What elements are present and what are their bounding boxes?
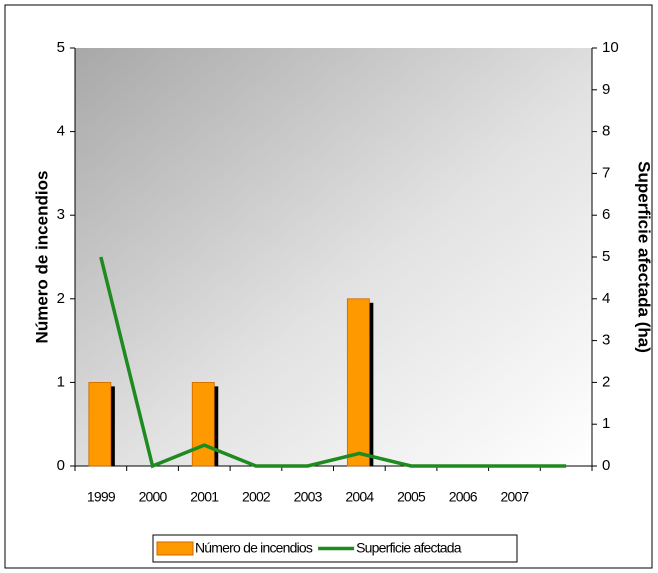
y-tick-label: 5 xyxy=(57,39,65,56)
y2-tick-label: 0 xyxy=(602,457,610,474)
y2-tick-label: 6 xyxy=(602,206,610,223)
y2-tick-label: 2 xyxy=(602,373,610,390)
x-tick-label: 2004 xyxy=(345,489,374,505)
bar xyxy=(88,381,112,467)
plot-area xyxy=(75,48,592,466)
y2-tick-label: 5 xyxy=(602,248,610,265)
y-axis-title: Número de incendios xyxy=(32,171,51,344)
x-tick-label: 1999 xyxy=(87,489,116,505)
bar xyxy=(191,381,215,467)
x-tick-label: 2003 xyxy=(294,489,323,505)
bar xyxy=(346,298,370,467)
y2-axis-title: Superficie afectada (ha) xyxy=(635,161,654,353)
y-tick-label: 1 xyxy=(57,373,65,390)
y2-tick-label: 10 xyxy=(602,39,619,56)
x-tick-label: 2005 xyxy=(397,489,426,505)
y2-tick-label: 4 xyxy=(602,290,610,307)
y2-tick-label: 7 xyxy=(602,164,610,181)
x-tick-label: 2000 xyxy=(139,489,168,505)
y2-tick-label: 9 xyxy=(602,81,610,98)
y-tick-label: 4 xyxy=(57,123,65,140)
x-tick-label: 2007 xyxy=(500,489,529,505)
y-tick-label: 2 xyxy=(57,290,65,307)
y-tick-label: 3 xyxy=(57,206,65,223)
y2-tick-label: 3 xyxy=(602,332,610,349)
x-tick-label: 2006 xyxy=(449,489,478,505)
y2-tick-label: 1 xyxy=(602,415,610,432)
legend-label: Número de incendios xyxy=(195,540,313,556)
legend-swatch xyxy=(156,541,194,556)
line xyxy=(99,256,567,469)
x-tick-label: 2001 xyxy=(190,489,219,505)
x-tick-label: 2002 xyxy=(242,489,271,505)
y-tick-label: 0 xyxy=(57,457,65,474)
legend-label: Superficie afectada xyxy=(356,540,462,556)
y2-tick-label: 8 xyxy=(602,123,610,140)
